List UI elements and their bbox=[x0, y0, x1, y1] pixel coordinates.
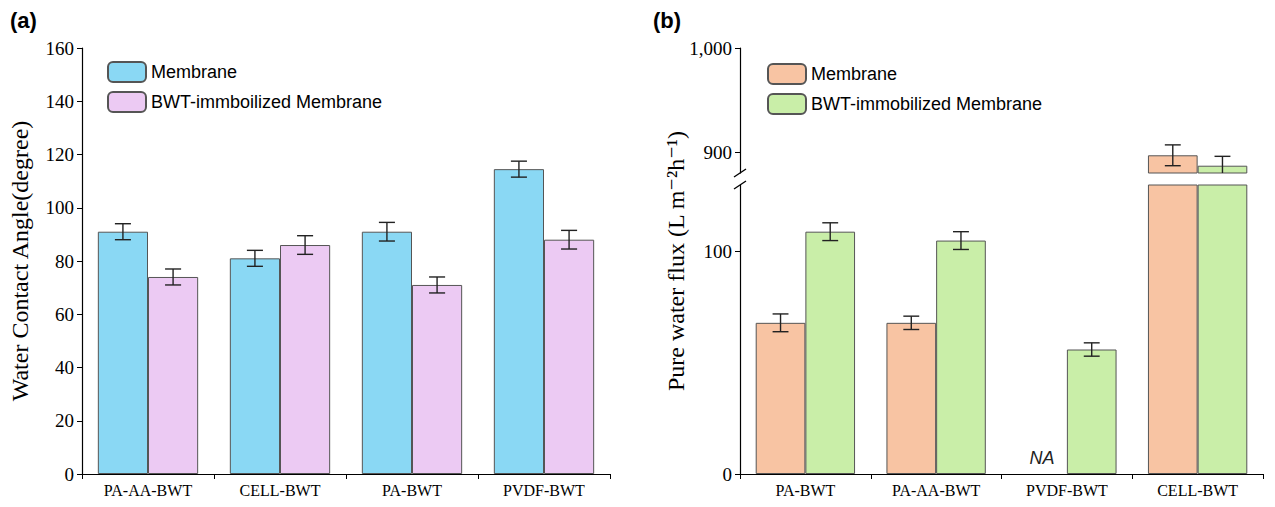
svg-text:Membrane: Membrane bbox=[151, 62, 237, 82]
svg-text:BWT-immobilized Membrane: BWT-immobilized Membrane bbox=[811, 94, 1042, 114]
svg-text:120: 120 bbox=[46, 144, 75, 165]
svg-text:BWT-immboilized Membrane: BWT-immboilized Membrane bbox=[151, 92, 382, 112]
svg-text:CELL-BWT: CELL-BWT bbox=[1157, 482, 1238, 499]
svg-text:0: 0 bbox=[723, 464, 733, 485]
svg-text:0: 0 bbox=[65, 464, 75, 485]
svg-text:PA-AA-BWT: PA-AA-BWT bbox=[892, 482, 981, 499]
svg-text:PA-BWT: PA-BWT bbox=[382, 482, 442, 499]
svg-text:100: 100 bbox=[46, 197, 75, 218]
svg-text:Pure water flux (L m⁻²h⁻¹): Pure water flux (L m⁻²h⁻¹) bbox=[663, 131, 689, 391]
svg-text:1,000: 1,000 bbox=[689, 38, 732, 59]
svg-text:PA-AA-BWT: PA-AA-BWT bbox=[104, 482, 193, 499]
svg-text:160: 160 bbox=[46, 38, 75, 59]
svg-text:900: 900 bbox=[704, 142, 733, 163]
svg-text:60: 60 bbox=[55, 304, 74, 325]
svg-text:(b): (b) bbox=[653, 8, 681, 33]
svg-text:PVDF-BWT: PVDF-BWT bbox=[503, 482, 585, 499]
svg-text:Water Contact Angle(degree): Water Contact Angle(degree) bbox=[7, 121, 33, 402]
svg-text:80: 80 bbox=[55, 251, 74, 272]
svg-text:100: 100 bbox=[704, 241, 733, 262]
svg-text:140: 140 bbox=[46, 91, 75, 112]
svg-text:40: 40 bbox=[55, 357, 74, 378]
svg-text:20: 20 bbox=[55, 410, 74, 431]
svg-text:NA: NA bbox=[1030, 448, 1055, 468]
svg-text:CELL-BWT: CELL-BWT bbox=[240, 482, 321, 499]
svg-text:Membrane: Membrane bbox=[811, 64, 897, 84]
svg-text:PA-BWT: PA-BWT bbox=[775, 482, 835, 499]
svg-text:(a): (a) bbox=[10, 8, 37, 33]
svg-text:PVDF-BWT: PVDF-BWT bbox=[1026, 482, 1108, 499]
